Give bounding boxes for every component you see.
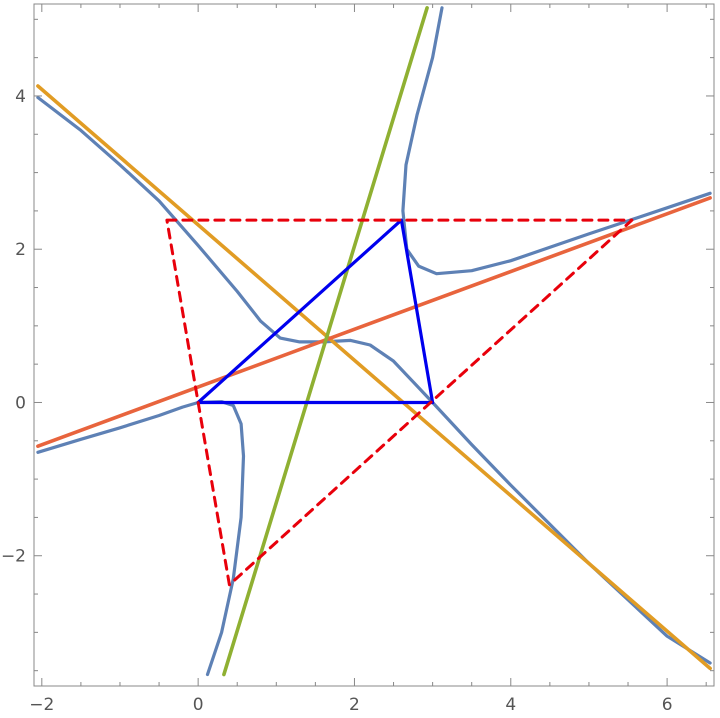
x-tick-label: 6 (662, 695, 673, 715)
plot-frame (33, 3, 715, 687)
series-polygon-8 (165, 218, 634, 587)
series-polygon-7 (196, 218, 435, 405)
chart-series-layer (36, 6, 712, 677)
series-line-6 (222, 6, 429, 677)
x-tick-label: 0 (193, 695, 204, 715)
x-tick-label: −2 (29, 695, 54, 715)
y-tick-label: 2 (15, 240, 26, 260)
x-tick-label: 4 (505, 695, 516, 715)
series-line-5 (36, 196, 712, 449)
y-tick-label: −2 (1, 547, 26, 567)
series-curve-2 (36, 400, 246, 677)
tick-labels: −2 0 2 4 6 −2 0 2 4 (1, 87, 673, 715)
series-curve-3 (401, 6, 712, 276)
series-line-4 (36, 84, 712, 671)
y-tick-label: 0 (15, 393, 26, 413)
y-tick-label: 4 (15, 87, 26, 107)
series-curve-0 (36, 95, 325, 344)
tick-marks (34, 4, 714, 686)
x-tick-label: 2 (349, 695, 360, 715)
